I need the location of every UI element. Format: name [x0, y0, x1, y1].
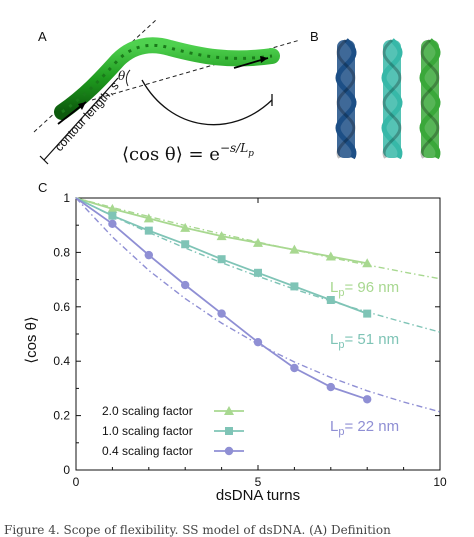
dsdna-helix-a: [54, 37, 280, 120]
tangent-arrowhead-end: [260, 56, 268, 63]
persistence-length-label: Lp= 22 nm: [330, 418, 399, 438]
helix-strand: [419, 38, 441, 160]
x-tick-label: 0: [73, 475, 80, 489]
formula-exponent: −s/L: [220, 141, 248, 155]
x-tick-label: 5: [255, 475, 262, 489]
legend-marker: [225, 427, 233, 435]
data-point: [289, 244, 300, 254]
legend-label: 0.4 scaling factor: [102, 444, 193, 458]
caption-fragment: Figure 4. Scope of flexibility. SS model…: [4, 523, 391, 537]
persistence-length-label: Lp= 51 nm: [330, 331, 399, 351]
data-point: [181, 240, 190, 249]
helix-b-1: [335, 38, 357, 160]
helix-strand-shadow: [420, 38, 440, 159]
lp-value: = 22 nm: [344, 418, 399, 435]
contour-length-bar-end: [39, 155, 49, 165]
y-tick-label: 0.4: [53, 354, 70, 368]
panel-b: B: [310, 29, 441, 160]
legend-entry: 2.0 scaling factor: [102, 404, 244, 418]
data-point: [108, 219, 117, 229]
data-point: [143, 213, 154, 223]
data-point: [363, 309, 372, 318]
contour-length-bar: [43, 77, 119, 161]
fit-curve: [75, 197, 441, 413]
data-point: [326, 382, 335, 392]
fit-curve: [75, 197, 441, 280]
lp-subscript: p: [338, 339, 344, 351]
formula-subscript: p: [248, 149, 254, 159]
series-line: [75, 197, 368, 401]
lp-subscript: p: [338, 426, 344, 438]
helix-strand: [335, 38, 357, 160]
legend-label: 1.0 scaling factor: [102, 424, 193, 438]
lp-symbol: L: [330, 331, 338, 348]
y-tick-label: 1: [63, 191, 70, 205]
legend-entry: 0.4 scaling factor: [102, 444, 244, 458]
theta-arc: [125, 69, 131, 87]
data-point: [290, 282, 299, 291]
y-axis-title: ⟨cos θ⟩: [23, 316, 40, 364]
contour-curve: [141, 79, 273, 126]
data-point: [217, 255, 226, 264]
helix-b-3: [419, 38, 441, 160]
persistence-length-label: Lp= 96 nm: [330, 279, 399, 299]
legend: 2.0 scaling factor 1.0 scaling factor 0.4 …: [102, 404, 244, 458]
fit-curve: [75, 197, 441, 333]
series-2: [75, 197, 441, 333]
panel-letter-c: C: [38, 180, 47, 195]
panel-letter-b: B: [310, 29, 319, 44]
legend-label: 2.0 scaling factor: [102, 404, 193, 418]
data-point: [362, 258, 373, 268]
data-point: [253, 237, 263, 247]
lp-subscript: p: [338, 287, 344, 299]
lp-symbol: L: [330, 279, 338, 296]
data-point: [144, 250, 153, 260]
formula-lhs: ⟨cos θ⟩ = e: [122, 144, 220, 165]
data-point: [254, 268, 262, 277]
data-point: [325, 251, 336, 261]
helix-strand-shadow: [336, 38, 356, 159]
legend-entry: 1.0 scaling factor: [102, 424, 244, 438]
helix-b-2: [381, 38, 403, 160]
lp-value: = 96 nm: [344, 279, 399, 296]
theta-label: θ: [118, 69, 126, 83]
panel-a: A θ contour length, s ⟨cos θ⟩ = e−s/Lp: [33, 19, 301, 165]
data-point: [144, 226, 153, 235]
series-3: [75, 197, 441, 413]
y-tick-label: 0.8: [53, 245, 70, 259]
tangent-line-end: [91, 39, 301, 101]
legend-marker: [224, 406, 234, 415]
tangent-arrowhead-start: [78, 102, 86, 110]
data-point: [326, 296, 335, 304]
data-point: [108, 211, 117, 220]
y-tick-label: 0: [63, 463, 70, 477]
data-point: [217, 309, 226, 318]
y-tick-label: 0.6: [53, 300, 70, 314]
data-point: [253, 337, 263, 347]
x-tick-label: 10: [433, 475, 447, 489]
data-point: [180, 222, 191, 232]
panel-letter-a: A: [38, 29, 47, 44]
legend-marker: [224, 446, 234, 456]
helix-strand: [381, 38, 403, 160]
data-point: [181, 280, 190, 290]
helix-group-b: [335, 38, 441, 160]
lp-symbol: L: [330, 418, 338, 435]
data-point: [290, 363, 299, 373]
series-1: [75, 197, 441, 280]
lp-value: = 51 nm: [344, 331, 399, 348]
data-point: [107, 203, 118, 213]
data-point: [216, 231, 227, 241]
y-tick-label: 0.2: [53, 409, 70, 423]
x-axis-title: dsDNA turns: [216, 487, 300, 504]
formula: ⟨cos θ⟩ = e−s/Lp: [122, 141, 254, 165]
helix-strand-shadow: [382, 38, 402, 159]
data-point: [363, 395, 372, 404]
